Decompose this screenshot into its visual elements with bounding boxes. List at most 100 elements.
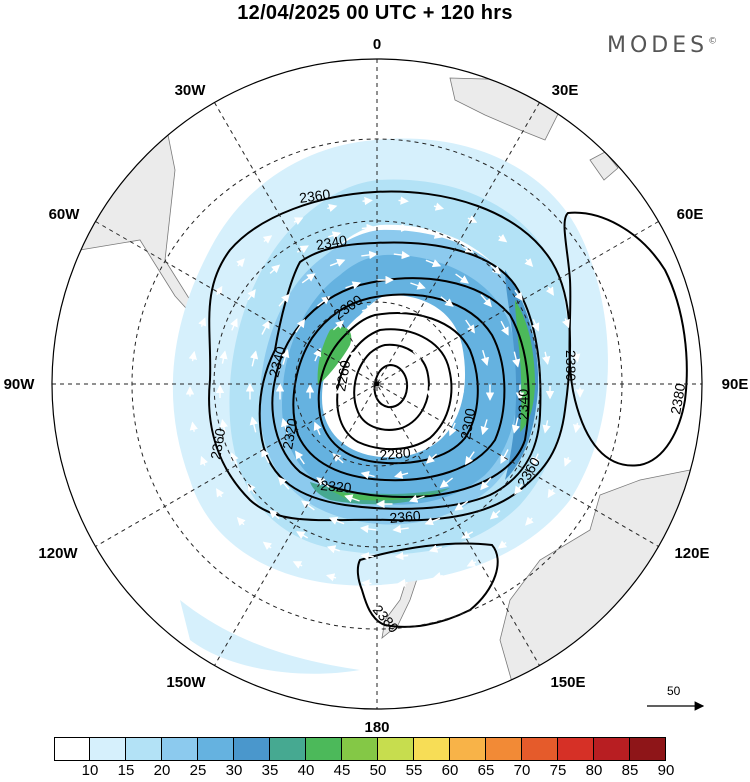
height-contours — [208, 190, 688, 628]
wind-arrow — [392, 524, 409, 534]
wind-arrow — [489, 510, 501, 520]
wind-arrow — [448, 348, 457, 363]
contour-2340-main — [258, 241, 542, 510]
shade-pacific-band — [180, 600, 360, 674]
wind-arrow — [301, 500, 315, 511]
contour-2300 — [292, 293, 506, 482]
lon-label-30w: 30W — [175, 82, 207, 99]
wind-arrow — [439, 477, 454, 489]
graticule — [52, 59, 702, 709]
colorbar-swatch — [378, 737, 414, 761]
wind-arrow — [296, 245, 309, 254]
wind-arrow — [512, 351, 521, 368]
wind-arrow — [412, 424, 421, 434]
wind-arrow — [361, 305, 376, 314]
wind-arrow — [428, 544, 442, 553]
wind-arrow — [262, 235, 273, 244]
contour-label-2360-north: 2360 — [298, 186, 331, 206]
wind-arrow — [293, 217, 304, 225]
wind-arrow — [563, 456, 572, 467]
wind-arrow — [344, 494, 360, 503]
wind-arrow — [280, 418, 290, 435]
contour-2240 — [353, 343, 430, 431]
wind-arrow — [490, 264, 501, 275]
wind-arrow — [189, 421, 198, 432]
wind-arrow — [393, 250, 411, 260]
wind-arrow — [448, 422, 457, 437]
wind-arrow — [425, 453, 438, 464]
colorbar-swatch — [270, 737, 306, 761]
colorbar-label: 85 — [621, 762, 639, 779]
wind-arrow — [261, 448, 270, 464]
wind-arrow — [430, 230, 444, 239]
wind-arrow — [327, 203, 338, 213]
lon-label-120e: 120E — [674, 545, 709, 562]
wind-arrow — [465, 319, 475, 334]
wind-arrow — [531, 319, 540, 332]
wind-arrow — [480, 349, 490, 366]
longitude-labels: 0 30E 60E 90E 120E 150E 180 150W 120W 90… — [4, 36, 749, 736]
lon-label-150w: 150W — [166, 674, 206, 691]
wind-arrow — [200, 455, 208, 466]
contour-2320 — [271, 277, 530, 498]
contour-2380-east — [563, 211, 688, 467]
wind-arrow — [480, 419, 489, 436]
wind-arrow — [454, 500, 469, 511]
wind-arrow — [349, 350, 358, 360]
wind-arrow — [230, 452, 239, 465]
wind-arrow — [295, 450, 305, 465]
wind-arrow — [432, 571, 443, 581]
wind-arrow — [219, 419, 228, 433]
colorbar-label: 90 — [657, 762, 675, 779]
wind-arrow — [198, 317, 207, 328]
lon-label-60w: 60W — [49, 206, 81, 223]
shade-jet-45-east — [515, 300, 535, 432]
contour-2260 — [336, 328, 453, 451]
map-title: 12/04/2025 00 UTC + 120 hrs — [237, 2, 513, 24]
wind-arrow — [524, 258, 534, 268]
brand-name: MODES — [607, 33, 709, 58]
wind-arrow — [360, 552, 374, 561]
wind-arrow — [269, 509, 280, 520]
wind-arrow — [464, 451, 475, 466]
colorbar-swatch — [306, 737, 342, 761]
contour-label-2320-west: 2320 — [279, 417, 300, 451]
colorbar-swatch — [162, 737, 198, 761]
wind-arrow — [542, 351, 551, 365]
wind-arrow — [295, 318, 306, 333]
contour-label-2380-east-outer: 2380 — [667, 382, 688, 416]
wind-arrow — [398, 196, 409, 205]
wind-arrow — [332, 320, 345, 331]
contour-label-2320-south: 2320 — [320, 477, 353, 496]
wind-arrow — [361, 250, 378, 260]
wind-arrow — [514, 483, 523, 495]
wind-arrow — [278, 293, 290, 307]
contour-2380-south — [356, 542, 499, 628]
lon-label-180: 180 — [364, 719, 389, 736]
wind-arrow — [426, 320, 438, 331]
colorbar-swatch — [342, 737, 378, 761]
wind-arrow — [360, 470, 375, 480]
wind-arrow — [249, 350, 259, 367]
wind-arrow — [292, 561, 303, 569]
wind-arrow — [278, 476, 290, 490]
wind-arrow — [188, 350, 197, 362]
colorbar-swatch — [90, 737, 126, 761]
contour-labels: 2360 2340 2300 2260 2320 2340 2280 2300 … — [207, 186, 688, 636]
contour-label-2380-east-inner: 2380 — [563, 350, 579, 381]
wind-arrow — [328, 231, 342, 240]
wind-arrow — [397, 578, 408, 588]
wind-arrow — [361, 223, 376, 233]
shade-jet-45-west — [317, 326, 352, 385]
colorbar-label: 80 — [585, 762, 603, 779]
colorbar-swatch — [54, 737, 90, 761]
wind-arrow — [281, 348, 290, 365]
lon-label-150e: 150E — [550, 674, 585, 691]
contour-label-2360-west: 2360 — [207, 427, 228, 461]
contour-label-2300-east: 2300 — [457, 407, 478, 441]
lon-label-120w: 120W — [38, 545, 78, 562]
wind-arrow — [219, 350, 228, 364]
wind-arrow — [497, 540, 508, 549]
wind-arrow — [216, 488, 225, 498]
